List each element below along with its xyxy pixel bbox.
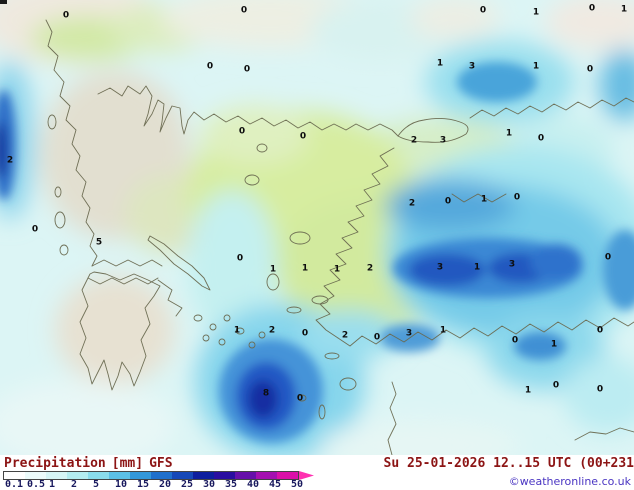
map-value: 1	[233, 325, 241, 336]
map-value: 0	[604, 252, 612, 263]
map-value: 1	[333, 264, 341, 275]
map-value: 0	[586, 64, 594, 75]
scale-segment	[130, 472, 151, 479]
scale-arrow	[299, 471, 314, 480]
map-value: 1	[480, 194, 488, 205]
scale-label: 1	[49, 479, 56, 490]
title-unit: [mm]	[111, 456, 144, 471]
map-value: 2	[6, 155, 14, 166]
scale-label: 20	[159, 479, 172, 490]
map-value: 0	[206, 61, 214, 72]
color-scale: 0.1 0.5 1 2 5 10 15 20 25 30 35 40 45 50	[3, 471, 333, 490]
valid-datetime: Su 25-01-2026 12..15 UTC (00+231	[383, 456, 634, 471]
title-parameter: Precipitation	[4, 456, 106, 471]
footer: Precipitation [mm] GFS Su 25-01-2026 12..1…	[0, 455, 634, 490]
map-value: 0	[552, 380, 560, 391]
scale-label: 30	[203, 479, 216, 490]
map-value: 1	[524, 385, 532, 396]
scale-segment	[109, 472, 130, 479]
map-value: 0	[596, 325, 604, 336]
scale-label: 40	[247, 479, 260, 490]
scale-segment	[4, 472, 25, 479]
map-value: 2	[410, 135, 418, 146]
title-model: GFS	[149, 456, 173, 471]
scale-label: 0.1	[5, 479, 24, 490]
scale-segment	[151, 472, 172, 479]
map-value: 1	[532, 61, 540, 72]
scale-label: 50	[291, 479, 304, 490]
map-value: 3	[439, 135, 447, 146]
map-value: 0	[31, 224, 39, 235]
map-value: 0	[373, 332, 381, 343]
scale-label: 5	[93, 479, 100, 490]
scale-label: 25	[181, 479, 194, 490]
map-value: 0	[296, 393, 304, 404]
map-value: 0	[479, 5, 487, 16]
scale-segment	[172, 472, 193, 479]
scale-segment	[46, 472, 67, 479]
map-value: 3	[436, 262, 444, 273]
map-value: 0	[511, 335, 519, 346]
scale-segment	[67, 472, 88, 479]
map-value: 1	[269, 264, 277, 275]
map-value: 0	[238, 126, 246, 137]
map-value: 0	[240, 5, 248, 16]
map-value: 1	[532, 7, 540, 18]
map-value: 3	[468, 61, 476, 72]
map-value: 1	[550, 339, 558, 350]
map-value: 0	[236, 253, 244, 264]
scale-bar	[3, 471, 299, 480]
scale-label: 45	[269, 479, 282, 490]
scale-segment	[214, 472, 235, 479]
precipitation-map: 0 0 0 1 0 1 0 0 1 3 1 0 0 0 2 3 1 0 2 2 0 1 0 0 5 0 1 1 1 2 3 1 3 0 1 2 0 2 0 3…	[0, 0, 634, 455]
map-value: 0	[62, 10, 70, 21]
map-value: 1	[301, 263, 309, 274]
map-value: 1	[436, 58, 444, 69]
map-value: 5	[95, 237, 103, 248]
scale-label: 15	[137, 479, 150, 490]
map-value: 8	[262, 388, 270, 399]
map-value: 0	[513, 192, 521, 203]
map-graphic	[0, 0, 634, 455]
map-value: 1	[439, 325, 447, 336]
scale-segment	[193, 472, 214, 479]
map-value: 1	[505, 128, 513, 139]
map-value: 0	[243, 64, 251, 75]
map-title: Precipitation [mm] GFS	[4, 456, 179, 471]
map-value: 3	[405, 328, 413, 339]
map-values-layer: 0 0 0 1 0 1 0 0 1 3 1 0 0 0 2 3 1 0 2 2 0 1 0 0 5 0 1 1 1 2 3 1 3 0 1 2 0 2 0 3…	[6, 3, 628, 404]
scale-label: 10	[115, 479, 128, 490]
map-value: 2	[341, 330, 349, 341]
map-value: 3	[508, 259, 516, 270]
scale-segment	[235, 472, 256, 479]
map-value: 2	[366, 263, 374, 274]
scale-labels: 0.1 0.5 1 2 5 10 15 20 25 30 35 40 45 50	[3, 480, 333, 490]
scale-label: 0.5	[27, 479, 46, 490]
scale-segment	[256, 472, 277, 479]
map-value: 0	[301, 328, 309, 339]
scale-segment	[277, 472, 298, 479]
map-value: 0	[588, 3, 596, 14]
copyright-link[interactable]: ©weatheronline.co.uk	[508, 475, 631, 488]
map-value: 1	[620, 4, 628, 15]
scale-label: 35	[225, 479, 238, 490]
map-value: 0	[596, 384, 604, 395]
map-value: 0	[444, 196, 452, 207]
scale-segment	[88, 472, 109, 479]
map-value: 2	[268, 325, 276, 336]
map-value: 1	[473, 262, 481, 273]
map-value: 2	[408, 198, 416, 209]
map-value: 0	[299, 131, 307, 142]
scale-segment	[25, 472, 46, 479]
map-value: 0	[537, 133, 545, 144]
scale-label: 2	[71, 479, 78, 490]
